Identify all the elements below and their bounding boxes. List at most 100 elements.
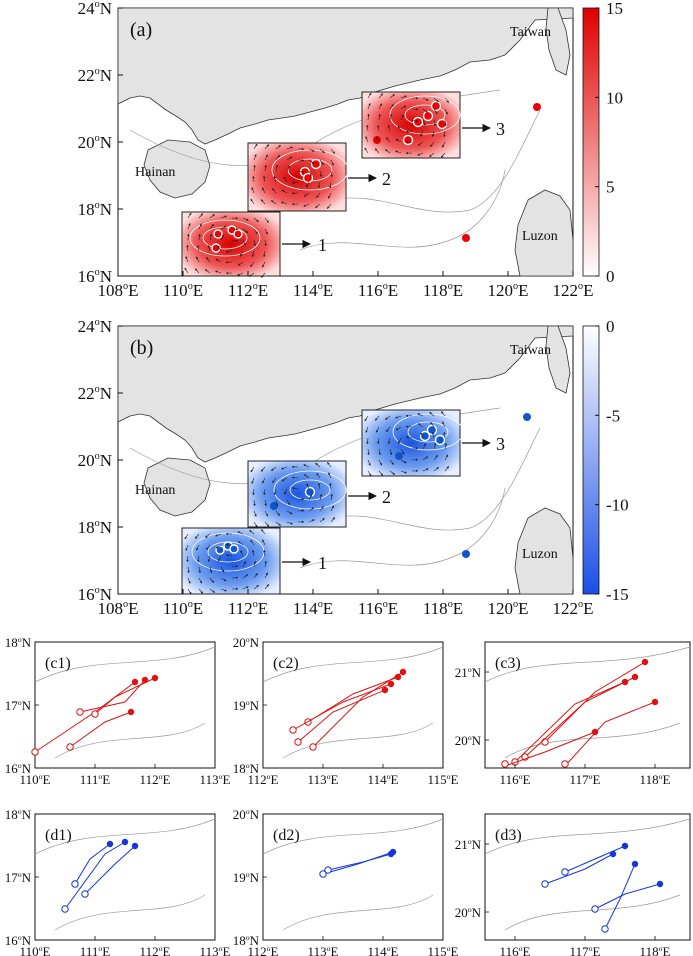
isobath xyxy=(34,646,216,683)
panel-b: 1 2 3 (b) Taiwan Hainan Luzon 16oN 18oN 20… xyxy=(78,317,629,618)
velocity-arrow xyxy=(389,470,395,475)
trajectory-end xyxy=(309,743,317,751)
lat-tick-label: 18oN xyxy=(78,518,112,537)
velocity-arrow xyxy=(367,103,371,110)
lon-tick-label: 113oE xyxy=(308,944,339,956)
velocity-arrow xyxy=(198,577,203,584)
trajectory-panel-label: (d1) xyxy=(45,827,72,844)
velocity-arrow xyxy=(253,217,259,223)
velocity-arrow xyxy=(209,214,215,219)
velocity-arrow xyxy=(308,507,315,512)
lat-tick-label: 16oN xyxy=(5,761,32,776)
velocity-arrow xyxy=(303,203,310,207)
velocity-arrow xyxy=(253,239,256,247)
velocity-arrow xyxy=(308,170,312,177)
velocity-arrow xyxy=(374,148,380,154)
lon-tick-label: 108oE xyxy=(98,281,139,300)
trajectory-panel-label: (d3) xyxy=(495,827,522,844)
velocity-arrow xyxy=(411,447,419,450)
velocity-arrow xyxy=(375,136,380,143)
velocity-arrow xyxy=(215,544,222,549)
trajectory-start xyxy=(641,658,649,666)
velocity-arrow xyxy=(209,566,213,573)
colorbar-tick-label: -15 xyxy=(606,585,629,604)
velocity-arrow xyxy=(206,544,211,550)
colorbar-tick-label: 15 xyxy=(606,0,623,18)
velocity-arrow xyxy=(319,505,324,512)
velocity-arrow xyxy=(326,203,332,209)
eddy-trajectory xyxy=(69,711,132,748)
eddy-box-1 xyxy=(181,527,281,595)
trajectory-end xyxy=(319,870,327,878)
velocity-arrow xyxy=(262,539,266,546)
velocity-arrow xyxy=(385,137,391,143)
velocity-arrow xyxy=(272,477,277,483)
velocity-arrow xyxy=(441,411,446,417)
velocity-arrow xyxy=(422,119,426,126)
velocity-arrow xyxy=(281,201,288,205)
velocity-arrow xyxy=(185,544,189,551)
velocity-arrow xyxy=(220,234,224,241)
velocity-arrow xyxy=(249,272,255,278)
velocity-arrow xyxy=(253,143,258,150)
eddy-trajectory xyxy=(64,841,126,910)
colorbar-tick-label: 0 xyxy=(606,267,615,286)
isobath xyxy=(484,646,691,683)
velocity-arrow xyxy=(263,175,266,183)
velocity-arrow xyxy=(374,415,380,421)
velocity-arrow xyxy=(420,130,424,137)
velocity-arrow xyxy=(209,588,215,593)
velocity-arrow xyxy=(263,250,266,258)
box-label-3: 3 xyxy=(496,119,505,139)
velocity-arrow xyxy=(315,462,321,468)
trajectory-panel: (c3) 20oN 21oN 116oE 117oE 118oE xyxy=(455,641,691,787)
colorbar-red-ticks: 15 10 5 0 xyxy=(595,0,623,286)
lon-tick-label: 112oE xyxy=(140,772,171,787)
velocity-arrow xyxy=(281,477,288,482)
velocity-arrow xyxy=(215,533,222,537)
velocity-arrow xyxy=(378,448,381,456)
lat-tick-label: 18oN xyxy=(5,807,32,822)
trajectory-start xyxy=(651,698,659,706)
lat-tick-label: 20oN xyxy=(233,635,260,650)
panel-a-axes: 16oN 18oN 20oN 22oN 24oN 108oE 110oE 112oE 114oE… xyxy=(78,0,594,300)
lon-tick-label: 111oE xyxy=(80,944,110,956)
trajectory-start xyxy=(399,668,407,676)
velocity-arrow xyxy=(250,539,255,546)
velocity-arrow xyxy=(286,499,291,506)
velocity-arrow xyxy=(198,213,204,219)
lon-tick-label: 114oE xyxy=(368,772,399,787)
velocity-arrow xyxy=(253,154,257,161)
velocity-arrow xyxy=(444,108,448,115)
trajectory-start xyxy=(106,840,114,848)
lon-tick-label: 113oE xyxy=(200,944,231,956)
place-luzon: Luzon xyxy=(522,229,558,244)
eddy-trajectory xyxy=(504,731,596,767)
eddy-trajectory xyxy=(312,671,404,748)
china-land xyxy=(117,7,574,145)
trajectory-panel-label: (c1) xyxy=(45,655,71,672)
velocity-arrow xyxy=(330,148,335,154)
velocity-arrow xyxy=(281,466,288,470)
velocity-arrow xyxy=(395,138,402,143)
eddy-trajectory xyxy=(544,853,614,885)
velocity-arrow xyxy=(260,272,266,278)
lon-tick-label: 112oE xyxy=(228,281,268,300)
velocity-arrow xyxy=(319,170,322,178)
velocity-arrow xyxy=(433,108,438,115)
velocity-arrow xyxy=(433,466,439,472)
velocity-arrow xyxy=(264,164,267,172)
lat-tick-label: 18oN xyxy=(233,761,260,776)
lon-tick-label: 114oE xyxy=(293,281,333,300)
trajectory-end xyxy=(289,726,297,734)
velocity-arrow xyxy=(430,421,435,428)
velocity-arrow xyxy=(225,554,233,557)
place-taiwan: Taiwan xyxy=(510,343,551,358)
isobath xyxy=(54,894,206,931)
velocity-arrow xyxy=(250,198,255,205)
velocity-arrow xyxy=(264,572,268,579)
lon-tick-label: 110oE xyxy=(163,599,203,618)
velocity-arrow xyxy=(253,228,258,235)
velocity-arrow xyxy=(275,164,279,172)
trajectory-end xyxy=(31,748,39,756)
